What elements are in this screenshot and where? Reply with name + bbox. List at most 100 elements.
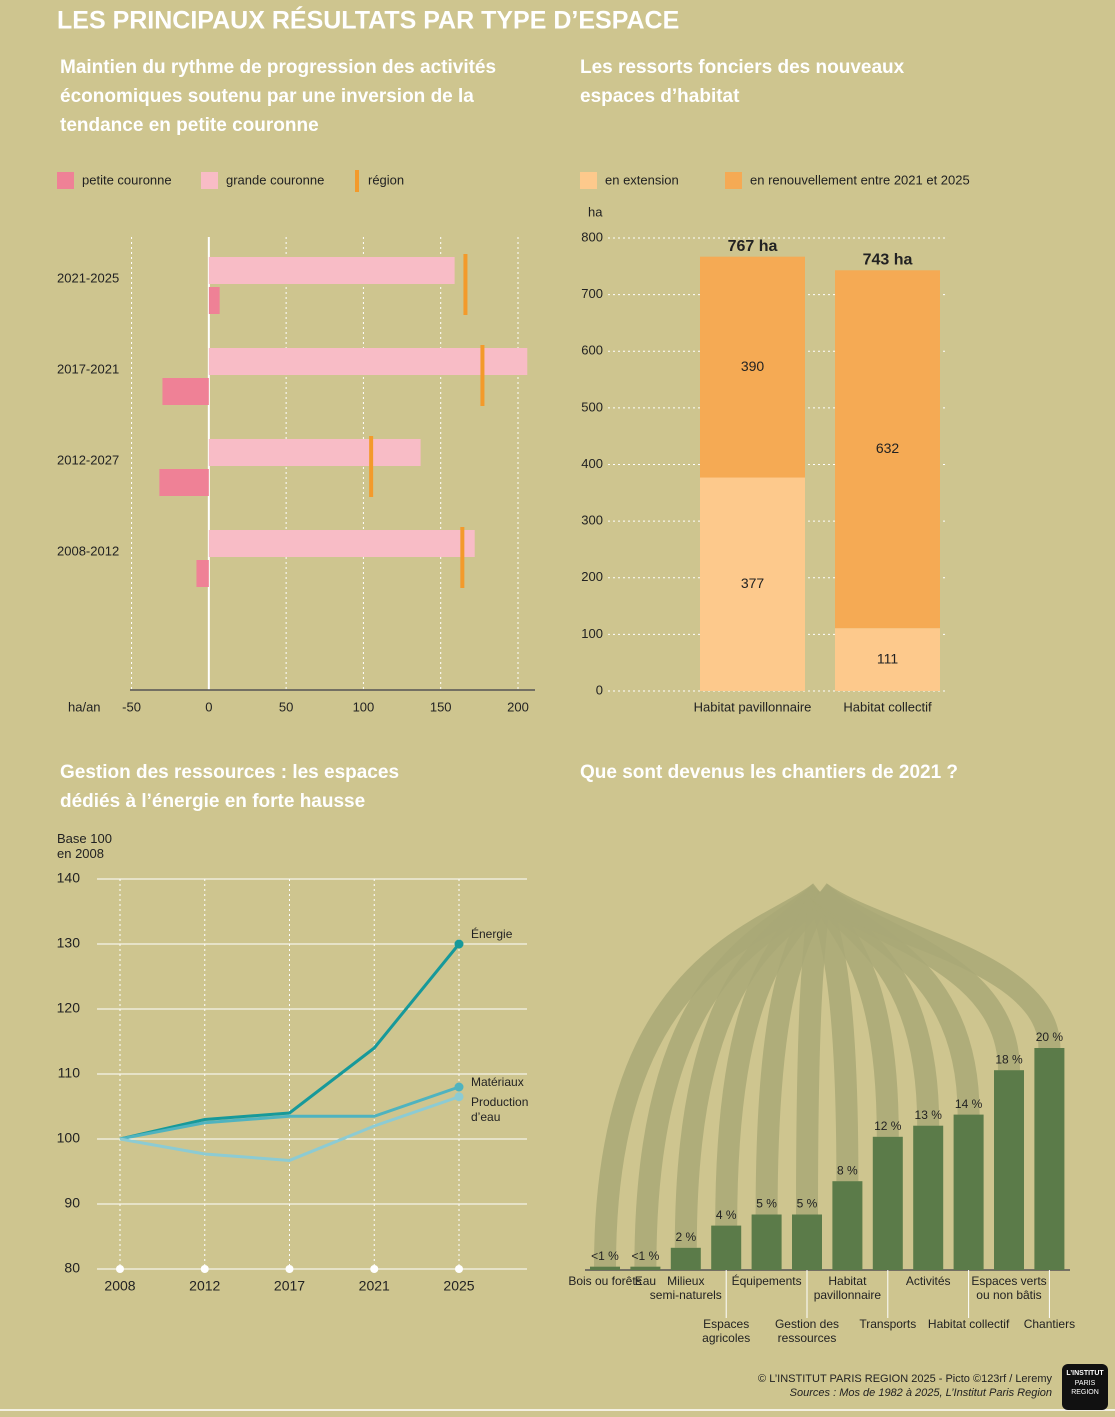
bar <box>196 560 209 587</box>
line <box>119 1095 460 1162</box>
axis-dot <box>200 1265 209 1273</box>
legend-swatch <box>57 172 74 189</box>
y-tick-label: 120 <box>57 1000 81 1016</box>
value-label: <1 % <box>591 1249 619 1263</box>
bar <box>1034 1048 1065 1270</box>
value-label: 18 % <box>995 1052 1023 1066</box>
x-tick-label: -50 <box>122 699 141 714</box>
page-title: LES PRINCIPAUX RÉSULTATS PAR TYPE D’ESPA… <box>57 6 679 35</box>
value-label: 14 % <box>955 1097 983 1111</box>
bar <box>208 439 421 466</box>
bar <box>670 1247 701 1270</box>
y-tick-label: 0 <box>596 682 603 697</box>
bar <box>711 1225 742 1270</box>
x-tick-label: 100 <box>353 699 375 714</box>
line <box>119 1085 460 1141</box>
y-tick-label: 100 <box>581 626 603 641</box>
legend-swatch <box>580 172 597 189</box>
x-tick-label: Habitat pavillonnaire <box>694 699 812 714</box>
bar <box>159 469 209 496</box>
x-tick-label: Espaces agricoles <box>702 1317 750 1345</box>
bar <box>590 1266 620 1270</box>
x-axis-label: ha/an <box>68 699 101 714</box>
legend-label: grande couronne <box>226 172 324 187</box>
chart-title: Gestion des ressources : les espaces dédi… <box>60 762 399 812</box>
value-label: 632 <box>876 440 900 456</box>
region-marker <box>460 527 465 588</box>
x-tick-label: 2017 <box>274 1278 305 1294</box>
logo-text: PARIS <box>1075 1380 1096 1387</box>
legend-label: petite couronne <box>82 172 172 187</box>
value-label: <1 % <box>632 1249 660 1263</box>
series-label: Matériaux <box>471 1075 524 1089</box>
flow-ribbon <box>796 891 831 1215</box>
value-label: 13 % <box>915 1108 943 1122</box>
chart-title: Les ressorts fonciers des nouveaux espace… <box>580 57 905 107</box>
bar <box>162 378 209 405</box>
x-tick-label: Milieux semi-naturels <box>650 1274 722 1302</box>
y-tick-label: 100 <box>57 1130 81 1146</box>
bar-segment <box>700 256 805 478</box>
value-label: 390 <box>741 358 765 374</box>
x-tick-label: 150 <box>430 699 452 714</box>
axis-dot <box>455 1265 463 1273</box>
bar <box>994 1070 1024 1270</box>
x-tick-label: Chantiers <box>1024 1317 1075 1331</box>
legend-swatch <box>355 170 359 192</box>
x-tick-label: Espaces verts ou non bâtis <box>971 1274 1046 1302</box>
value-label: 2 % <box>675 1230 696 1244</box>
value-label: 5 % <box>756 1197 777 1211</box>
x-tick-label: Eau <box>635 1274 656 1288</box>
end-dot <box>454 939 464 949</box>
sources: Sources : Mos de 1982 à 2025, L’Institut… <box>790 1387 1052 1399</box>
x-tick-label: Équipements <box>732 1273 802 1288</box>
x-tick-label: Gestion des ressources <box>775 1317 839 1345</box>
bar <box>208 287 220 314</box>
total-label: 743 ha <box>863 251 913 268</box>
x-tick-label: Habitat pavillonnaire <box>814 1274 882 1302</box>
end-dot <box>454 1082 464 1092</box>
y-tick-label: 400 <box>581 456 603 471</box>
end-dot <box>454 1092 464 1102</box>
x-tick-label: Activités <box>906 1274 951 1288</box>
bar <box>792 1214 822 1270</box>
value-label: 377 <box>741 575 765 591</box>
logo-text: REGION <box>1071 1389 1099 1396</box>
total-label: 767 ha <box>728 238 778 255</box>
x-tick-label: 50 <box>279 699 293 714</box>
bar <box>208 348 528 375</box>
series-label: Production d’eau <box>471 1095 528 1124</box>
bar <box>208 530 475 557</box>
y-tick-label: 130 <box>57 935 81 951</box>
logo-box <box>1062 1364 1108 1410</box>
credit: © L’INSTITUT PARIS REGION 2025 - Picto ©… <box>758 1373 1052 1385</box>
bar <box>953 1114 984 1270</box>
chart-title: Que sont devenus les chantiers de 2021 ? <box>580 762 958 783</box>
bar <box>872 1136 903 1270</box>
y-tick-label: 2017-2021 <box>57 361 119 376</box>
legend-label: région <box>368 172 404 187</box>
x-tick-label: 2008 <box>104 1278 135 1294</box>
line <box>119 943 461 1141</box>
value-label: 20 % <box>1036 1030 1064 1044</box>
y-tick-label: 700 <box>581 286 603 301</box>
x-tick-label: Habitat collectif <box>843 699 932 714</box>
x-tick-label: Habitat collectif <box>928 1317 1010 1331</box>
logo-text: L’INSTITUT <box>1066 1370 1104 1377</box>
value-label: 111 <box>877 650 898 666</box>
region-marker <box>463 254 468 315</box>
bar-segment <box>700 477 805 691</box>
y-tick-label: 2021-2025 <box>57 270 119 285</box>
y-tick-label: 300 <box>581 513 603 528</box>
y-axis-label: ha <box>588 204 603 219</box>
bar <box>208 257 455 284</box>
region-marker <box>480 345 485 406</box>
bar <box>630 1266 661 1270</box>
y-tick-label: 140 <box>57 870 81 886</box>
x-tick-label: 2021 <box>359 1278 390 1294</box>
y-tick-label: 200 <box>581 569 603 584</box>
chart-title: Maintien du rythme de progression des ac… <box>60 57 496 136</box>
axis-dot <box>116 1265 124 1273</box>
